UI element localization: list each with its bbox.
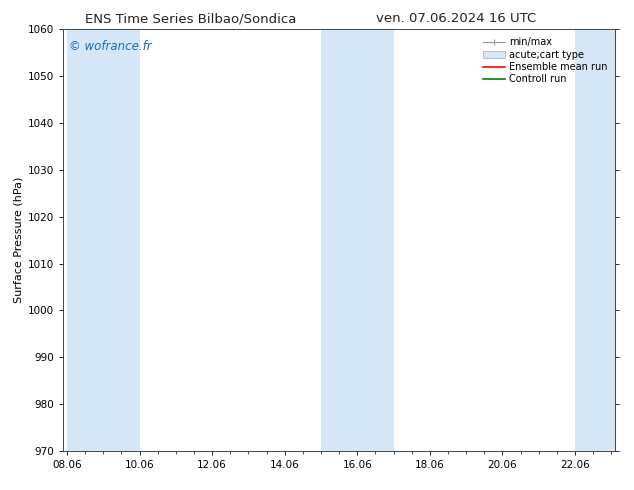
Bar	[67, 29, 139, 451]
Text: ven. 07.06.2024 16 UTC: ven. 07.06.2024 16 UTC	[377, 12, 536, 25]
Text: © wofrance.fr: © wofrance.fr	[69, 40, 152, 53]
Bar	[321, 29, 394, 451]
Bar	[575, 29, 615, 451]
Legend: min/max, acute;cart type, Ensemble mean run, Controll run: min/max, acute;cart type, Ensemble mean …	[481, 34, 610, 87]
Text: ENS Time Series Bilbao/Sondica: ENS Time Series Bilbao/Sondica	[84, 12, 296, 25]
Y-axis label: Surface Pressure (hPa): Surface Pressure (hPa)	[14, 177, 24, 303]
